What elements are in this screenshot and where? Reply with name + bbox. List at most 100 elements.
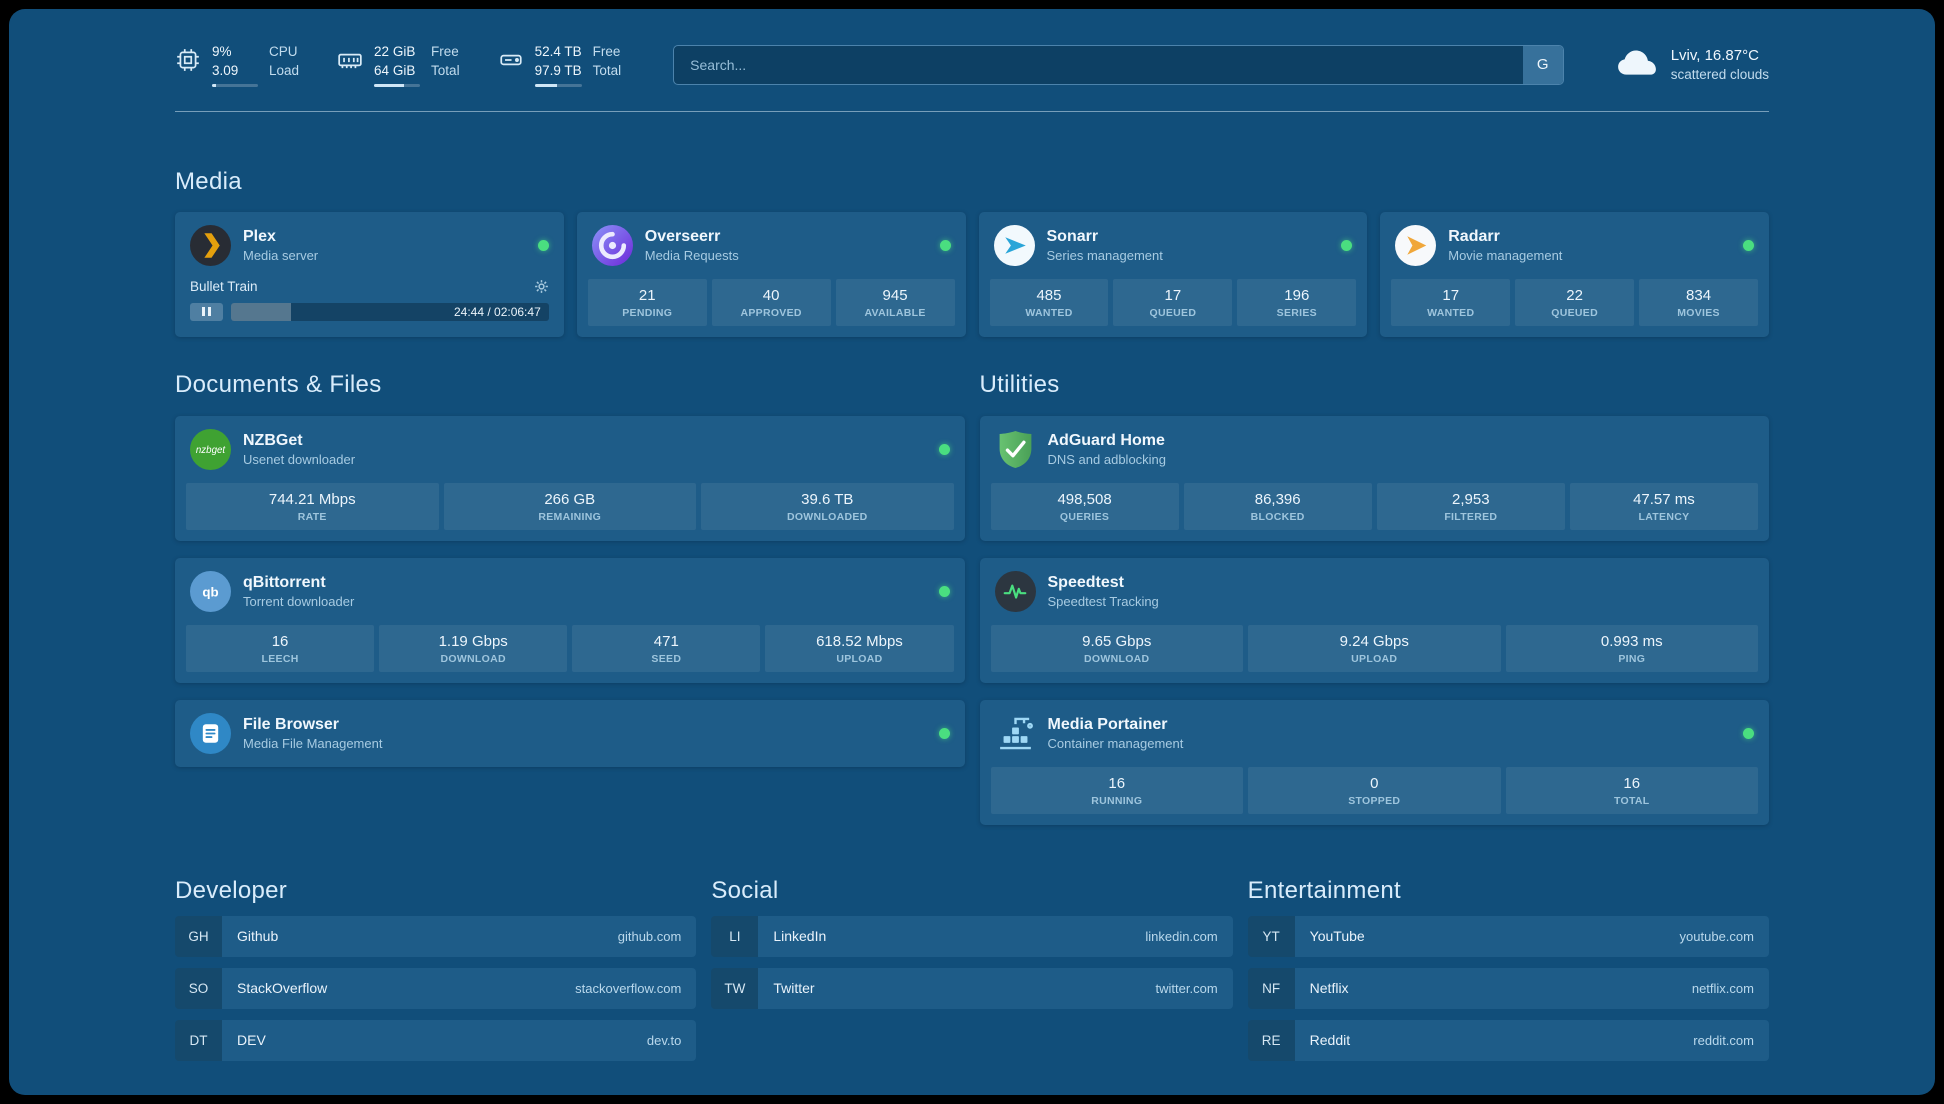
stat: 2,953 FILTERED xyxy=(1376,482,1565,530)
service-stats: 21 PENDING 40 APPROVED 945 AVAILABLE xyxy=(577,278,966,337)
cpu-usage: 9% xyxy=(212,44,232,59)
section-title-social: Social xyxy=(711,876,779,904)
bookmark-abbr: RE xyxy=(1247,1019,1295,1061)
section-title-media: Media xyxy=(175,167,242,195)
section-title-developer: Developer xyxy=(175,876,288,904)
service-link-sonarr[interactable]: Sonarr Series management xyxy=(979,212,1368,279)
bookmark-dev[interactable]: DT DEV dev.to xyxy=(175,1019,697,1061)
service-link-adguard[interactable]: AdGuard Home DNS and adblocking xyxy=(980,416,1770,483)
service-text: Sonarr Series management xyxy=(1047,228,1163,263)
service-card-portainer: Media Portainer Container management 16 … xyxy=(979,699,1770,825)
bookmark-domain: linkedin.com xyxy=(1145,928,1218,944)
search-provider-button[interactable]: G xyxy=(1522,45,1563,84)
service-title: File Browser xyxy=(243,715,340,733)
service-subtitle: Speedtest Tracking xyxy=(1047,593,1159,609)
stat: 0.993 ms PING xyxy=(1505,624,1758,672)
plex-now-playing: Bullet Train xyxy=(175,279,564,294)
weather-location: Lviv, 16.87°C xyxy=(1670,47,1759,65)
service-title: qBittorrent xyxy=(243,573,326,591)
bookmark-netflix[interactable]: NF Netflix netflix.com xyxy=(1247,967,1769,1009)
plex-now-playing-title: Bullet Train xyxy=(190,278,258,294)
service-link-plex[interactable]: Plex Media server xyxy=(175,212,564,279)
bookmark-name: YouTube xyxy=(1309,928,1365,945)
bookmark-stackoverflow[interactable]: SO StackOverflow stackoverflow.com xyxy=(175,967,697,1009)
bookmark-domain: twitter.com xyxy=(1155,980,1218,996)
weather-text: Lviv, 16.87°C scattered clouds xyxy=(1671,47,1769,82)
stat: 9.65 Gbps DOWNLOAD xyxy=(990,624,1243,672)
sonarr-icon xyxy=(993,224,1035,266)
dashboard-content: 9% 3.09 CPU Load xyxy=(9,9,1935,1095)
memory-total: 64 GiB xyxy=(374,62,416,78)
service-link-portainer[interactable]: Media Portainer Container management xyxy=(980,700,1770,767)
service-link-radarr[interactable]: Radarr Movie management xyxy=(1380,212,1769,279)
service-stats: 744.21 Mbps RATE 266 GB REMAINING 39.6 T… xyxy=(175,482,965,541)
service-text: qBittorrent Torrent downloader xyxy=(243,574,354,609)
playback-time: 24:44 / 02:06:47 xyxy=(454,304,541,319)
bookmark-abbr: YT xyxy=(1247,915,1295,957)
stat: 744.21 Mbps RATE xyxy=(186,482,439,530)
bookmark-group-entertainment: Entertainment YT YouTube youtube.com NF … xyxy=(1247,876,1769,1061)
bookmark-github[interactable]: GH Github github.com xyxy=(175,915,697,957)
service-card-speedtest: Speedtest Speedtest Tracking 9.65 Gbps D… xyxy=(979,557,1770,683)
cloud-icon xyxy=(1616,47,1658,82)
service-link-overseerr[interactable]: Overseerr Media Requests xyxy=(577,212,966,279)
section-title-entertainment: Entertainment xyxy=(1247,876,1401,904)
service-link-nzbget[interactable]: nzbget NZBGet Usenet downloader xyxy=(175,416,965,483)
memory-free: 22 GiB xyxy=(374,44,416,59)
cpu-icon xyxy=(175,47,201,73)
service-card-radarr: Radarr Movie management 17 WANTED 22 QUE… xyxy=(1380,211,1769,337)
stat: 16 TOTAL xyxy=(1505,766,1758,814)
service-link-filebrowser[interactable]: File Browser Media File Management xyxy=(175,700,965,767)
service-stats: 485 WANTED 17 QUEUED 196 SERIES xyxy=(979,278,1368,337)
stat: 196 SERIES xyxy=(1237,278,1357,326)
service-subtitle: Usenet downloader xyxy=(243,451,356,467)
service-link-speedtest[interactable]: Speedtest Speedtest Tracking xyxy=(980,558,1770,625)
service-card-overseerr: Overseerr Media Requests 21 PENDING 40 A… xyxy=(576,211,966,337)
service-title: Plex xyxy=(243,227,276,245)
bookmarks: Developer GH Github github.com SO StackO… xyxy=(175,877,1769,1061)
documents-column: Documents & Files nzbget NZBGet Usenet d xyxy=(175,371,965,767)
stat: 39.6 TB DOWNLOADED xyxy=(701,482,954,530)
service-card-sonarr: Sonarr Series management 485 WANTED 17 Q… xyxy=(978,211,1368,337)
bookmark-abbr: SO xyxy=(175,967,222,1009)
weather-condition: scattered clouds xyxy=(1670,67,1769,83)
filebrowser-icon xyxy=(190,712,231,754)
service-title: Sonarr xyxy=(1046,227,1099,245)
disk-values: 52.4 TB 97.9 TB xyxy=(534,43,582,87)
service-subtitle: Container management xyxy=(1047,735,1184,751)
bookmark-abbr: GH xyxy=(175,915,222,957)
bookmark-abbr: DT xyxy=(175,1019,222,1061)
service-subtitle: DNS and adblocking xyxy=(1047,451,1167,467)
utilities-column: Utilities AdGuard xyxy=(979,370,1770,825)
service-card-adguard: AdGuard Home DNS and adblocking 498,508 … xyxy=(979,415,1770,541)
speedtest-icon xyxy=(994,570,1036,612)
bookmark-twitter[interactable]: TW Twitter twitter.com xyxy=(711,967,1233,1009)
service-link-qbittorrent[interactable]: qb qBittorrent Torrent downloader xyxy=(175,558,965,625)
bookmark-name: Twitter xyxy=(773,980,815,997)
section-title-utilities: Utilities xyxy=(979,370,1060,398)
nzbget-icon: nzbget xyxy=(190,428,231,470)
pause-button[interactable] xyxy=(190,302,223,321)
bookmark-abbr: NF xyxy=(1247,967,1295,1009)
service-subtitle: Media Requests xyxy=(644,247,739,263)
gear-icon[interactable] xyxy=(534,279,549,294)
bookmark-linkedin[interactable]: LI LinkedIn linkedin.com xyxy=(711,915,1233,957)
radarr-icon xyxy=(1395,224,1437,266)
topbar: 9% 3.09 CPU Load xyxy=(175,43,1769,87)
stat: 9.24 Gbps UPLOAD xyxy=(1248,624,1501,672)
disk-labels: Free Total xyxy=(592,44,622,78)
plex-player: 24:44 / 02:06:47 xyxy=(175,294,564,334)
bookmark-reddit[interactable]: RE Reddit reddit.com xyxy=(1247,1019,1769,1061)
bookmark-youtube[interactable]: YT YouTube youtube.com xyxy=(1247,915,1769,957)
service-stats: 498,508 QUERIES 86,396 BLOCKED 2,953 FIL… xyxy=(980,482,1770,541)
stat: 21 PENDING xyxy=(587,278,707,326)
service-title: Radarr xyxy=(1448,227,1500,245)
stat: 266 GB REMAINING xyxy=(443,482,696,530)
service-text: Radarr Movie management xyxy=(1448,228,1562,263)
search-input[interactable] xyxy=(673,44,1564,85)
stat: 834 MOVIES xyxy=(1639,278,1759,326)
service-subtitle: Torrent downloader xyxy=(243,593,355,609)
middle-columns: Documents & Files nzbget NZBGet Usenet d xyxy=(175,371,1769,825)
service-title: Overseerr xyxy=(644,227,721,245)
portainer-icon xyxy=(995,713,1036,754)
